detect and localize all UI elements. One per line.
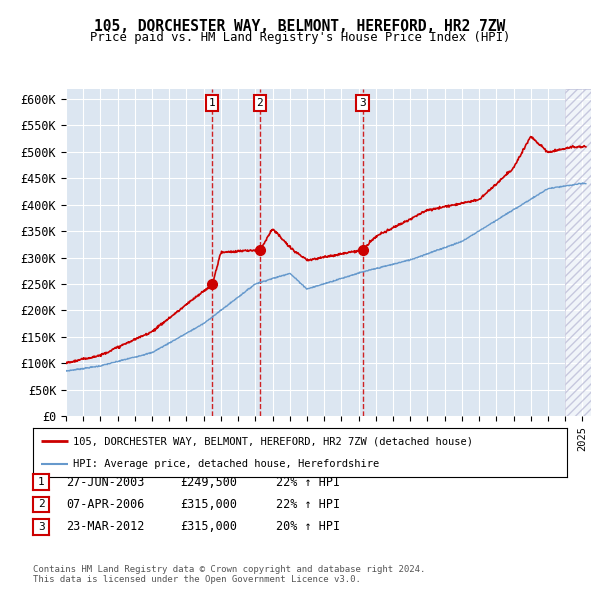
Text: 105, DORCHESTER WAY, BELMONT, HEREFORD, HR2 7ZW: 105, DORCHESTER WAY, BELMONT, HEREFORD, … [94, 19, 506, 34]
Text: 27-JUN-2003: 27-JUN-2003 [66, 476, 145, 489]
Text: Price paid vs. HM Land Registry's House Price Index (HPI): Price paid vs. HM Land Registry's House … [90, 31, 510, 44]
Text: HPI: Average price, detached house, Herefordshire: HPI: Average price, detached house, Here… [73, 458, 379, 468]
Text: £315,000: £315,000 [180, 520, 237, 533]
Text: 2: 2 [257, 99, 263, 108]
Text: 2: 2 [38, 500, 44, 509]
Text: 23-MAR-2012: 23-MAR-2012 [66, 520, 145, 533]
Text: 3: 3 [38, 522, 44, 532]
Text: 1: 1 [209, 99, 215, 108]
Text: 20% ↑ HPI: 20% ↑ HPI [276, 520, 340, 533]
Text: 22% ↑ HPI: 22% ↑ HPI [276, 498, 340, 511]
Text: 105, DORCHESTER WAY, BELMONT, HEREFORD, HR2 7ZW (detached house): 105, DORCHESTER WAY, BELMONT, HEREFORD, … [73, 437, 473, 447]
Text: Contains HM Land Registry data © Crown copyright and database right 2024.
This d: Contains HM Land Registry data © Crown c… [33, 565, 425, 584]
Text: 22% ↑ HPI: 22% ↑ HPI [276, 476, 340, 489]
Text: 1: 1 [38, 477, 44, 487]
Text: 3: 3 [359, 99, 366, 108]
Text: £315,000: £315,000 [180, 498, 237, 511]
Text: 07-APR-2006: 07-APR-2006 [66, 498, 145, 511]
Text: £249,500: £249,500 [180, 476, 237, 489]
